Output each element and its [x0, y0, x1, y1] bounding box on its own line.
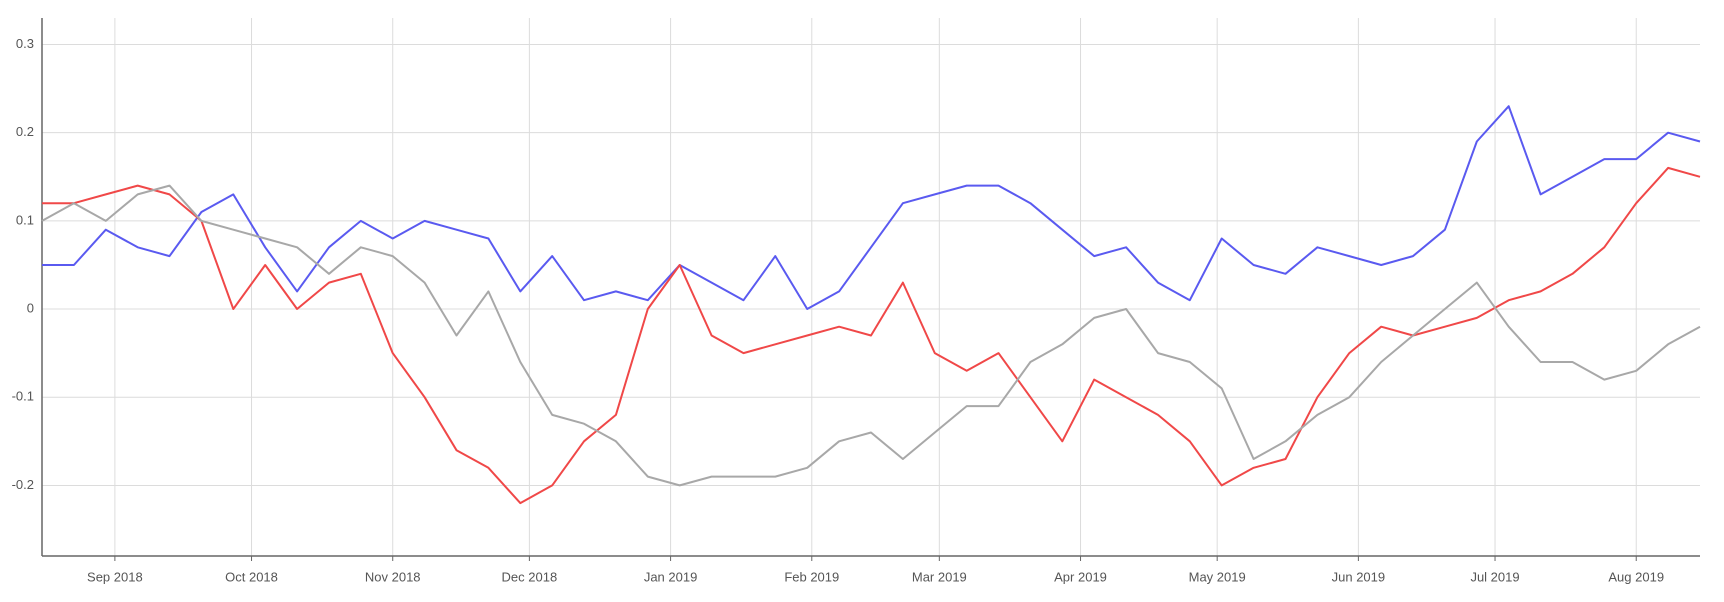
y-tick-label: 0.1 [16, 212, 34, 227]
x-tick-label: Nov 2018 [365, 569, 421, 584]
y-tick-label: 0 [27, 300, 34, 315]
grid [42, 18, 1700, 556]
x-tick-label: Feb 2019 [784, 569, 839, 584]
line-series [42, 105, 1701, 310]
y-tick-label: -0.2 [12, 477, 34, 492]
x-tick-label: Jun 2019 [1332, 569, 1386, 584]
x-tick-label: Oct 2018 [225, 569, 278, 584]
x-tick-label: Sep 2018 [87, 569, 143, 584]
x-tick-label: May 2019 [1189, 569, 1246, 584]
y-tick-label: 0.3 [16, 36, 34, 51]
line-series [41, 184, 1701, 487]
x-tick-label: Jul 2019 [1470, 569, 1519, 584]
x-tick-label: Jan 2019 [644, 569, 698, 584]
line-series [42, 166, 1701, 505]
x-tick-label: Aug 2019 [1608, 569, 1664, 584]
x-tick-label: Mar 2019 [912, 569, 967, 584]
x-tick-label: Dec 2018 [502, 569, 558, 584]
y-tick-label: -0.1 [12, 389, 34, 404]
y-tick-label: 0.2 [16, 124, 34, 139]
x-tick-label: Apr 2019 [1054, 569, 1107, 584]
